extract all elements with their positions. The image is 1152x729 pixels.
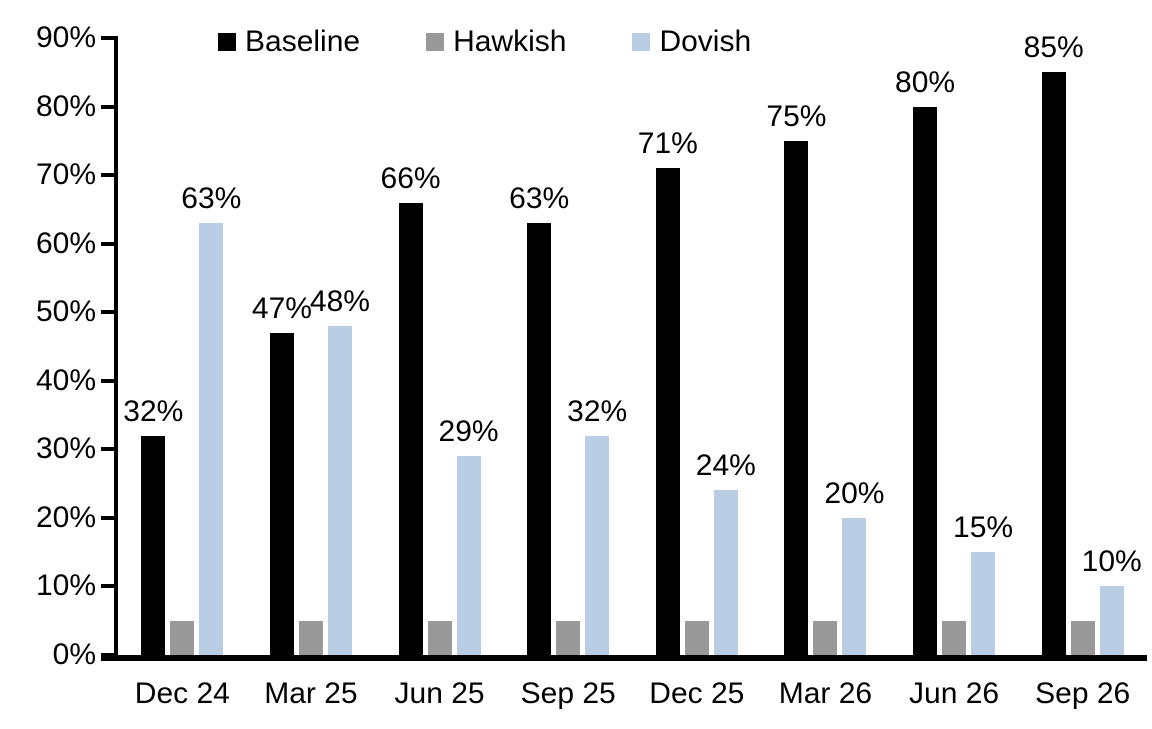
bar-hawkish	[427, 620, 452, 655]
bar-hawkish	[684, 620, 709, 655]
bar-baseline	[398, 202, 423, 655]
y-axis-tick	[101, 173, 118, 178]
bar-hawkish	[813, 620, 838, 655]
y-axis-line	[114, 38, 118, 661]
bar-data-label-dovish: 32%	[567, 394, 628, 428]
y-axis-tick-label: 0%	[52, 638, 96, 671]
bar-data-label-dovish: 10%	[1081, 545, 1142, 579]
y-axis-tick-label: 50%	[35, 295, 96, 329]
x-axis-category-label: Mar 25	[264, 677, 358, 710]
legend-label: Baseline	[245, 25, 361, 58]
y-axis-tick-label: 40%	[35, 363, 96, 397]
bar-data-label-baseline: 80%	[895, 65, 956, 99]
bar-hawkish	[942, 620, 967, 655]
bar-hawkish	[1070, 620, 1095, 655]
y-axis-tick-label: 10%	[35, 569, 96, 603]
legend-item-baseline: Baseline	[218, 25, 360, 59]
y-axis-tick	[101, 584, 118, 589]
bar-dovish	[713, 490, 738, 655]
bar-dovish	[456, 456, 481, 655]
bar-dovish	[585, 435, 610, 655]
y-axis-tick	[101, 447, 118, 452]
bar-dovish	[199, 223, 224, 655]
bar-baseline	[527, 223, 552, 655]
legend-item-hawkish: Hawkish	[426, 25, 566, 59]
bar-baseline	[784, 140, 809, 655]
x-axis-category-label: Sep 25	[520, 677, 616, 710]
legend-marker-icon	[632, 33, 651, 51]
bar-dovish	[971, 552, 996, 655]
bar-data-label-dovish: 20%	[824, 476, 885, 510]
y-axis-tick-label: 20%	[35, 500, 96, 534]
y-axis-tick-label: 30%	[35, 432, 96, 466]
bar-baseline	[655, 168, 680, 655]
x-axis-category-label: Dec 24	[134, 677, 230, 710]
bar-hawkish	[298, 620, 323, 655]
bar-data-label-dovish: 24%	[695, 449, 756, 483]
x-axis-line	[101, 655, 1147, 661]
y-axis-tick-label: 80%	[35, 89, 96, 123]
bar-dovish	[1099, 586, 1124, 655]
bar-data-label-baseline: 66%	[380, 161, 441, 195]
bar-data-label-baseline: 63%	[509, 182, 570, 216]
bar-data-label-dovish: 48%	[309, 284, 370, 318]
y-axis-tick	[101, 36, 118, 40]
legend-item-dovish: Dovish	[632, 25, 751, 59]
y-axis-tick-label: 70%	[35, 158, 96, 192]
bar-data-label-dovish: 15%	[953, 511, 1014, 545]
legend-marker-icon	[218, 33, 236, 51]
y-axis-tick	[101, 241, 118, 246]
bar-hawkish	[556, 620, 581, 655]
y-axis-tick-label: 90%	[35, 21, 96, 54]
x-axis-category-label: Dec 25	[649, 677, 745, 710]
x-axis-category-label: Sep 26	[1035, 677, 1131, 710]
bar-dovish	[327, 325, 352, 655]
bar-data-label-baseline: 71%	[637, 127, 698, 161]
bar-baseline	[141, 435, 166, 655]
y-axis-tick	[101, 378, 118, 383]
bar-baseline	[269, 332, 294, 655]
x-axis-category-label: Mar 26	[778, 677, 873, 710]
legend-label: Hawkish	[453, 25, 567, 58]
bar-dovish	[842, 517, 867, 655]
legend-label: Dovish	[659, 25, 752, 58]
bar-data-label-dovish: 63%	[181, 182, 242, 216]
chart-legend: Baseline Hawkish Dovish	[218, 25, 751, 59]
bar-data-label-baseline: 75%	[766, 99, 827, 133]
legend-marker-icon	[426, 33, 445, 51]
y-axis-tick	[101, 104, 118, 109]
y-axis-tick-label: 60%	[35, 226, 96, 260]
y-axis-tick	[101, 515, 118, 520]
bar-data-label-dovish: 29%	[438, 415, 499, 449]
y-axis-tick	[101, 653, 118, 657]
bar-data-label-baseline: 85%	[1023, 31, 1084, 65]
bar-baseline	[913, 106, 938, 655]
bar-data-label-baseline: 47%	[251, 291, 312, 325]
x-axis-category-label: Jun 26	[909, 677, 1000, 710]
x-axis-category-label: Jun 25	[394, 677, 485, 710]
y-axis-tick	[101, 310, 118, 315]
bar-hawkish	[170, 620, 195, 655]
bar-baseline	[1041, 72, 1066, 655]
bar-data-label-baseline: 32%	[123, 394, 184, 428]
